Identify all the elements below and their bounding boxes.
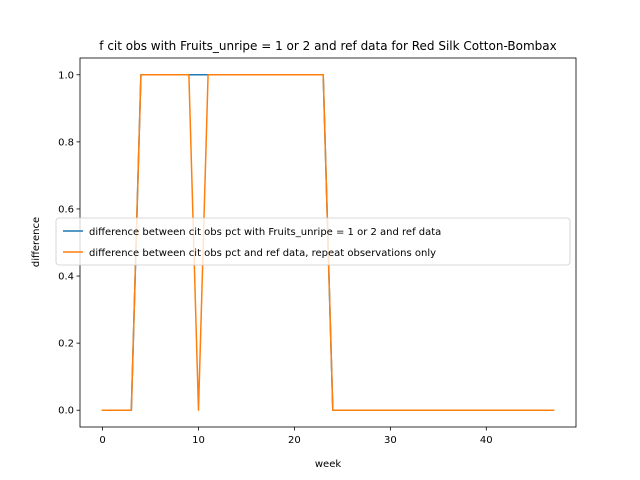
x-tick-label: 30 xyxy=(384,435,397,446)
y-tick-label: 0.6 xyxy=(58,204,74,215)
x-tick-label: 0 xyxy=(99,435,105,446)
y-tick-label: 0.4 xyxy=(58,272,74,283)
x-tick-label: 20 xyxy=(288,435,301,446)
x-tick-label: 40 xyxy=(480,435,493,446)
legend-label-series-1: difference between cit obs pct with Frui… xyxy=(89,227,441,238)
y-axis-ticks: 0.0 0.2 0.4 0.6 0.8 1.0 xyxy=(58,70,80,417)
legend-box xyxy=(55,217,571,266)
y-tick-label: 0.0 xyxy=(58,406,74,417)
y-tick-label: 0.8 xyxy=(58,137,74,148)
legend-label-series-2: difference between cit obs pct and ref d… xyxy=(89,248,436,259)
legend: difference between cit obs pct with Frui… xyxy=(55,217,571,266)
chart-title: f cit obs with Fruits_unripe = 1 or 2 an… xyxy=(99,39,556,53)
x-axis-label: week xyxy=(315,459,341,470)
y-axis-label: difference xyxy=(31,217,42,267)
x-tick-label: 10 xyxy=(192,435,205,446)
y-tick-label: 1.0 xyxy=(58,70,74,81)
y-tick-label: 0.2 xyxy=(58,339,74,350)
x-axis-ticks: 0 10 20 30 40 xyxy=(99,427,493,446)
